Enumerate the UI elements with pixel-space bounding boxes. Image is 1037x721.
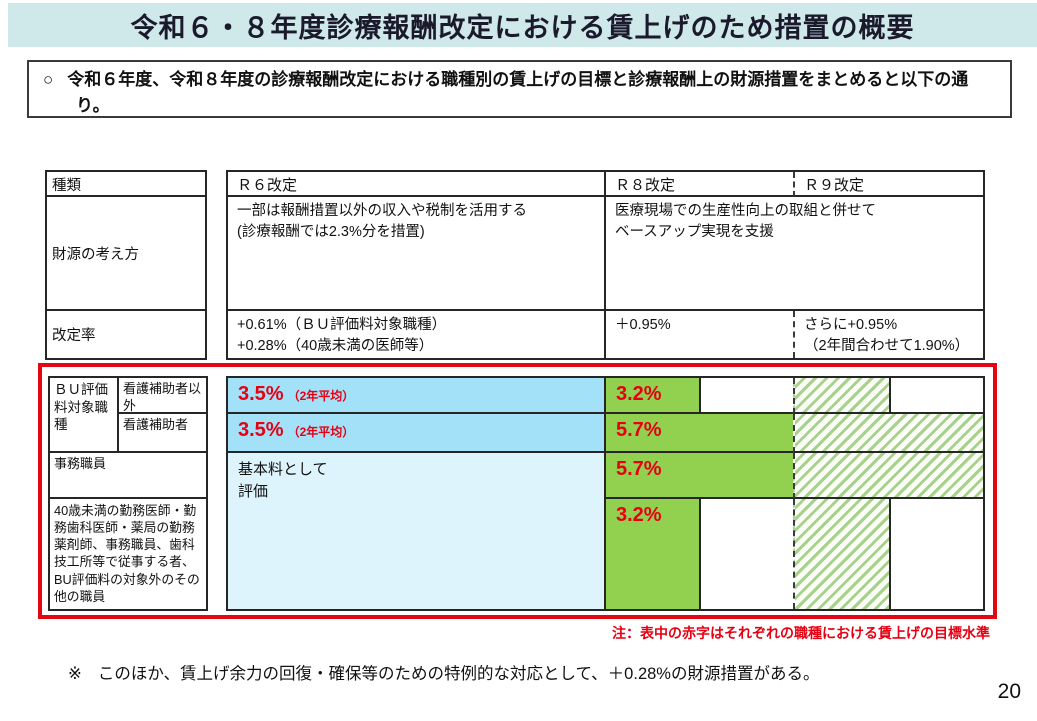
upper-label-kind: 種類 [47,172,205,197]
wage-table-label-column: ＢＵ評価料対象職種 看護補助者以外 看護補助者 事務職員 40歳未満の勤務医師・… [48,376,208,611]
wage-r1-r6-target: 3.5% （2年平均） [228,378,604,414]
upper-rate-r6-line2: +0.28%（40歳未満の医師等） [237,338,434,355]
wage-r2-r8-target: 5.7% [604,414,793,453]
wage-r4-blank1 [699,499,793,609]
upper-header-r6: Ｒ６改定 [228,172,604,197]
page-number: 20 [997,680,1021,703]
wage-r3-r6-line1: 基本料として [238,461,328,478]
wage-r1-r6-pct: 3.5% [238,383,284,405]
upper-funding-r6: 一部は報酬措置以外の収入や税制を活用する (診療報酬では2.3%分を措置) [228,197,604,311]
title-banner: 令和６・８年度診療報酬改定における賃上げのため措置の概要 [8,3,1037,47]
upper-funding-r8r9-line2: ベースアップ実現を支援 [615,224,774,241]
upper-rate-r9-line1: さらに+0.95% [804,317,898,333]
wage-r4-r8-target: 3.2% [604,499,699,609]
upper-funding-r8r9: 医療現場での生産性向上の取組と併せて ベースアップ実現を支援 [604,197,983,311]
wage-r2-hatch [793,414,983,453]
footnote-marker: ※ [68,665,82,683]
page-title: 令和６・８年度診療報酬改定における賃上げのため措置の概要 [130,12,915,43]
upper-table-content: Ｒ６改定 Ｒ８改定 Ｒ９改定 一部は報酬措置以外の収入や税制を活用する (診療報… [226,170,985,360]
upper-label-funding: 財源の考え方 [47,197,205,311]
upper-funding-r6-line1: 一部は報酬措置以外の収入や税制を活用する [237,203,527,219]
upper-rate-r6: +0.61%（ＢＵ評価料対象職種） +0.28%（40歳未満の医師等） [228,311,604,358]
upper-header-r8: Ｒ８改定 [604,172,793,197]
wage-r3-r6-base-eval: 基本料として 評価 [228,453,604,609]
footnote-text: このほか、賃上げ余力の回復・確保等のための特例的な対応として、＋0.28%の財源… [97,665,820,683]
upper-rate-r9: さらに+0.95% （2年間合わせて1.90%） [793,311,983,358]
wage-label-bu-group: ＢＵ評価料対象職種 [50,378,119,453]
wage-r1-blank1 [699,378,793,414]
wage-label-bu-sub2: 看護補助者 [119,414,206,453]
upper-label-rate: 改定率 [52,328,96,344]
footnote: ※ このほか、賃上げ余力の回復・確保等のための特例的な対応として、＋0.28%の財… [68,660,819,684]
wage-r3-hatch [793,453,983,499]
wage-r1-hatch [793,378,889,414]
upper-table-label-column: 種類 財源の考え方 改定率 [45,170,207,360]
wage-r1-r6-note: （2年平均） [287,389,355,403]
intro-box: ○ 令和６年度、令和８年度の診療報酬改定における職種別の賃上げの目標と診療報酬上の… [27,60,1012,118]
wage-table-content: 3.5% （2年平均） 3.2% 3.5% （2年平均） 5.7% 基本料として 評… [226,376,985,611]
upper-funding-r8r9-line1: 医療現場での生産性向上の取組と併せて [615,203,876,219]
upper-header-r9: Ｒ９改定 [793,172,983,197]
upper-funding-r6-line2: (診療報酬では2.3%分を措置) [237,224,425,241]
intro-text: ○ 令和６年度、令和８年度の診療報酬改定における職種別の賃上げの目標と診療報酬上の… [43,67,1000,120]
wage-label-bu-sub1: 看護補助者以外 [119,378,206,414]
wage-r1-blank2 [889,378,983,414]
red-note: 注：表中の赤字はそれぞれの職種における賃上げの目標水準 [612,625,990,641]
upper-rate-r8: ＋0.95% [604,311,793,358]
wage-r2-r6-target: 3.5% （2年平均） [228,414,604,453]
wage-r1-r8-target: 3.2% [604,378,699,414]
upper-rate-r9-line2: （2年間合わせて1.90%） [804,338,970,355]
wage-r3-r6-line2: 評価 [238,482,269,500]
circle-bullet-icon: ○ [43,70,54,89]
wage-label-under40: 40歳未満の勤務医師・勤務歯科医師・薬局の勤務薬剤師、事務職員、歯科技工所等で従… [54,503,200,604]
wage-r4-hatch [793,499,889,609]
wage-r4-blank2 [889,499,983,609]
wage-r2-r6-note: （2年平均） [287,425,355,439]
wage-label-jimu: 事務職員 [50,453,206,499]
wage-r3-r8-target: 5.7% [604,453,793,499]
wage-r2-r6-pct: 3.5% [238,419,284,441]
upper-rate-r6-line1: +0.61%（ＢＵ評価料対象職種） [237,317,447,333]
intro-text-body: 令和６年度、令和８年度の診療報酬改定における職種別の賃上げの目標と診療報酬上の財… [67,70,969,116]
